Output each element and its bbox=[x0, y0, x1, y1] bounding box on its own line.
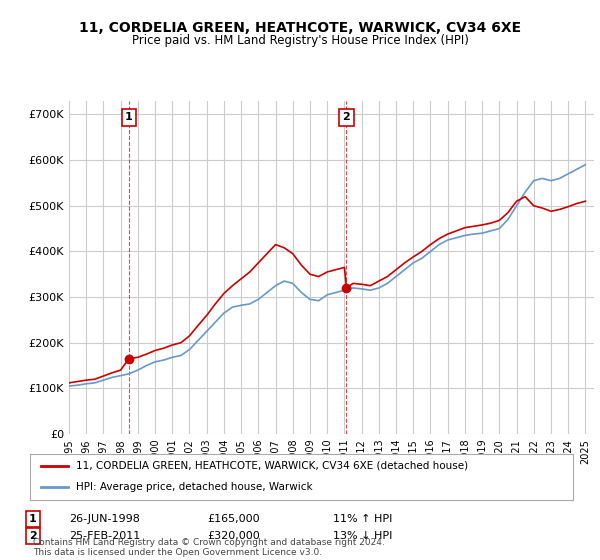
Text: £165,000: £165,000 bbox=[207, 514, 260, 524]
Text: 11% ↑ HPI: 11% ↑ HPI bbox=[333, 514, 392, 524]
Text: HPI: Average price, detached house, Warwick: HPI: Average price, detached house, Warw… bbox=[76, 482, 313, 492]
Text: 1: 1 bbox=[125, 113, 133, 123]
Text: Contains HM Land Registry data © Crown copyright and database right 2024.
This d: Contains HM Land Registry data © Crown c… bbox=[33, 538, 385, 557]
Text: 25-FEB-2011: 25-FEB-2011 bbox=[69, 531, 140, 541]
Text: 13% ↓ HPI: 13% ↓ HPI bbox=[333, 531, 392, 541]
Text: £320,000: £320,000 bbox=[207, 531, 260, 541]
Text: Price paid vs. HM Land Registry's House Price Index (HPI): Price paid vs. HM Land Registry's House … bbox=[131, 34, 469, 46]
Text: 26-JUN-1998: 26-JUN-1998 bbox=[69, 514, 140, 524]
Text: 2: 2 bbox=[343, 113, 350, 123]
Text: 11, CORDELIA GREEN, HEATHCOTE, WARWICK, CV34 6XE: 11, CORDELIA GREEN, HEATHCOTE, WARWICK, … bbox=[79, 21, 521, 35]
Text: 2: 2 bbox=[29, 531, 37, 541]
Text: 1: 1 bbox=[29, 514, 37, 524]
Text: 11, CORDELIA GREEN, HEATHCOTE, WARWICK, CV34 6XE (detached house): 11, CORDELIA GREEN, HEATHCOTE, WARWICK, … bbox=[76, 461, 468, 471]
